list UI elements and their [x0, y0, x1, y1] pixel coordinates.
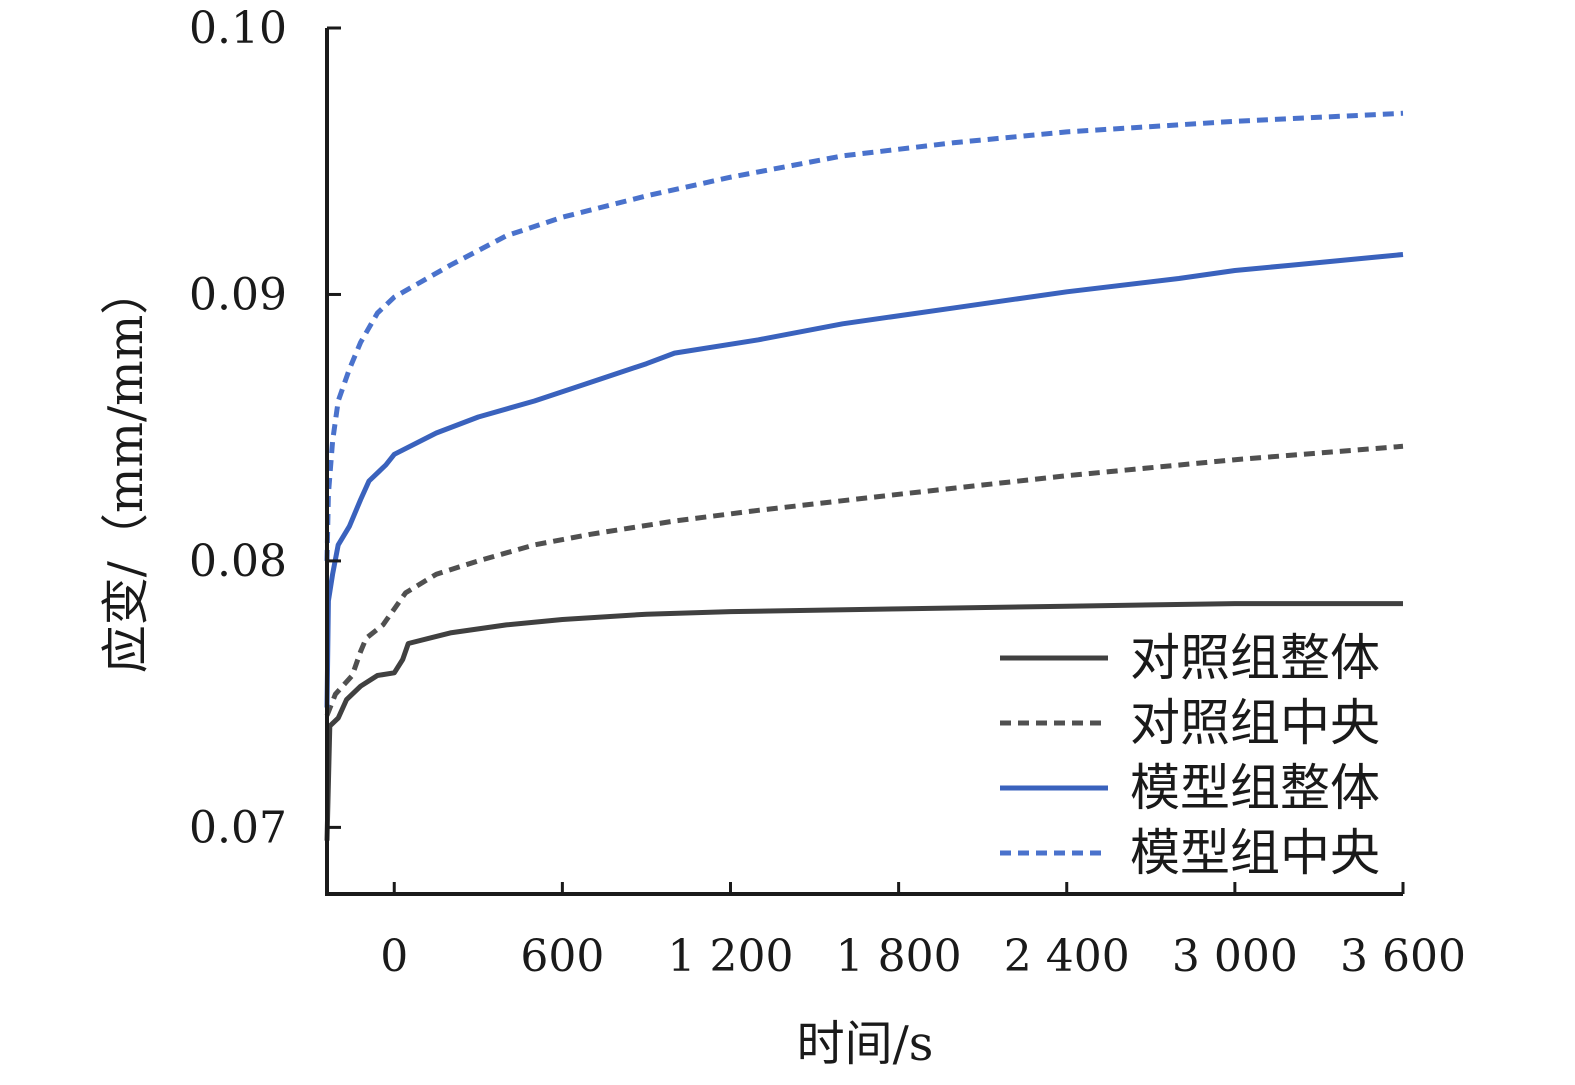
series-layer — [324, 110, 1404, 841]
x-tick-label: 3 000 — [1172, 931, 1298, 982]
y-axis-label: 应变/（mm/mm） — [98, 267, 154, 673]
x-tick-label: 2 400 — [1004, 931, 1130, 982]
ticks-layer: 0.07 0.08 0.09 0.10 0 600 1 200 1 800 2 400 3 000… — [189, 3, 1466, 982]
x-tick-label: 1 200 — [668, 931, 794, 982]
series-line-2 — [324, 443, 1404, 717]
legend-label-4: 模型组中央 — [1130, 824, 1380, 882]
legend-label-1: 对照组整体 — [1130, 629, 1380, 687]
series-line-1 — [324, 601, 1403, 841]
x-tick-label: 3 600 — [1340, 931, 1466, 982]
legend-label-2: 对照组中央 — [1130, 694, 1380, 752]
series-line-3 — [324, 252, 1404, 708]
y-tick-label: 0.09 — [189, 269, 287, 320]
legend-label-3: 模型组整体 — [1130, 759, 1380, 817]
series-line-4 — [324, 110, 1404, 561]
y-tick-label: 0.10 — [189, 3, 287, 54]
x-tick-label: 0 — [380, 931, 408, 982]
x-tick-label: 1 800 — [836, 931, 962, 982]
x-tick-label: 600 — [520, 931, 604, 982]
y-tick-label: 0.07 — [189, 802, 287, 853]
x-axis-label: 时间/s — [797, 1016, 934, 1072]
y-tick-label: 0.08 — [189, 536, 287, 587]
axes-layer — [325, 28, 1403, 896]
